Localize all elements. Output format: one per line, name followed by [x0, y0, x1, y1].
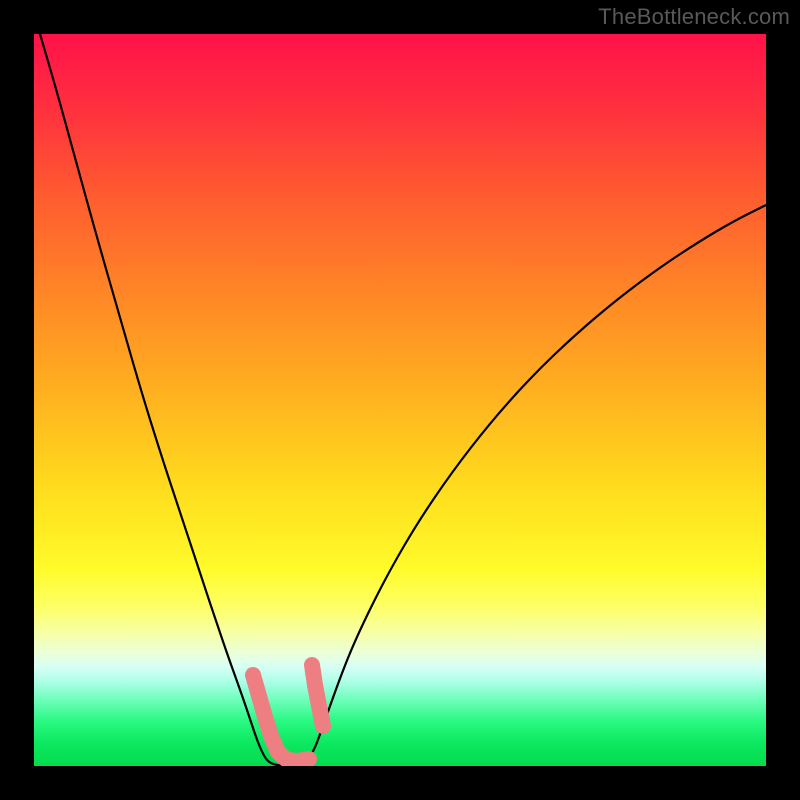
- watermark-text: TheBottleneck.com: [598, 4, 790, 30]
- chart-frame: TheBottleneck.com: [0, 0, 800, 800]
- bottleneck-curve: [34, 34, 766, 766]
- plot-area: [34, 34, 766, 766]
- curve-line: [34, 34, 766, 766]
- highlight-marker-1: [312, 665, 323, 726]
